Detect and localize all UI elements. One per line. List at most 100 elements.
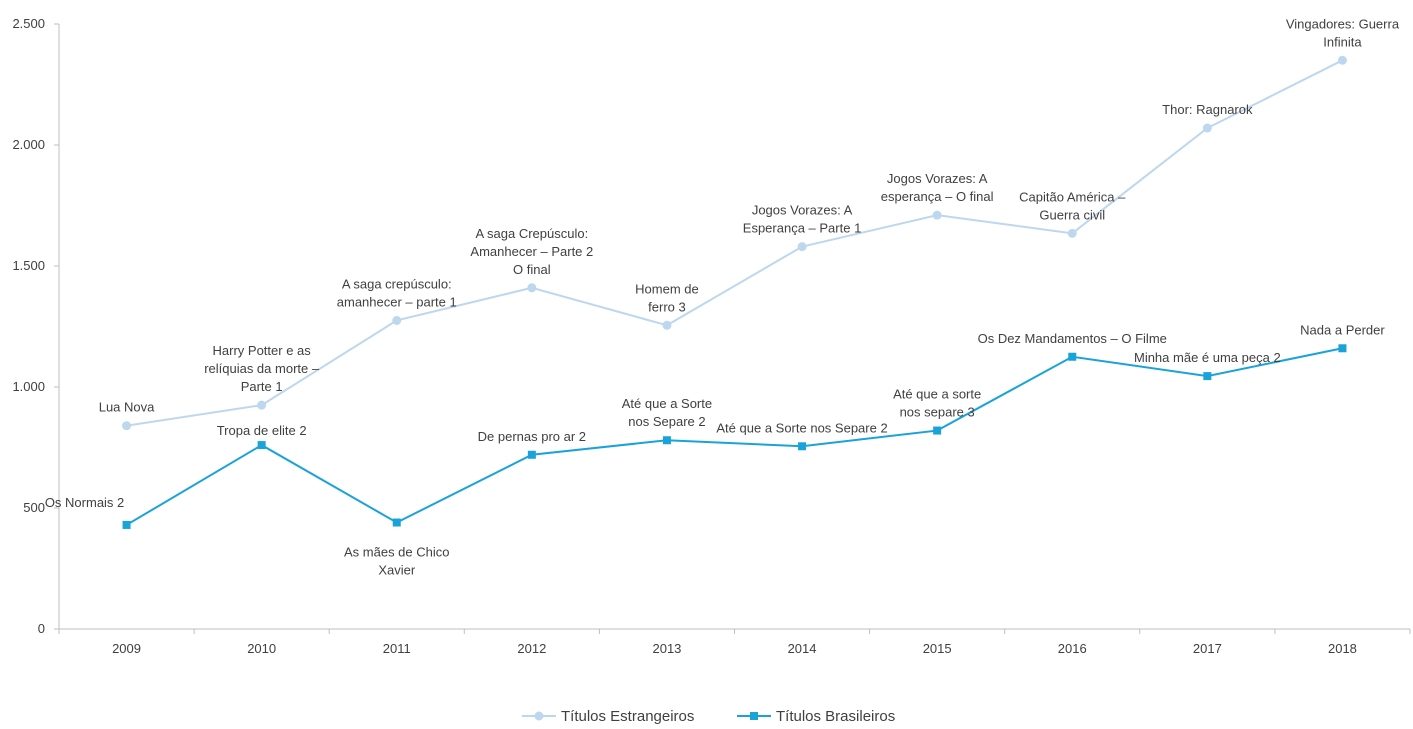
data-labels-layer: Lua Nova Harry Potter e as relíquias da mo… xyxy=(45,16,1400,577)
series-line xyxy=(126,59,1343,427)
axes-layer: 0 500 1.000 1.500 2.000 2.500 2009 2010 2011 2012… xyxy=(12,16,1411,656)
data-label: Jogos Vorazes: A Esperança – Parte 1 xyxy=(743,203,862,236)
data-point xyxy=(798,442,807,451)
x-tick-label: 2012 xyxy=(517,641,546,656)
data-label-line: Até que a Sorte xyxy=(622,396,712,411)
data-label: Nada a Perder xyxy=(1300,322,1385,337)
data-label-line: Guerra civil xyxy=(1039,207,1105,222)
data-label-line: Homem de xyxy=(635,281,699,296)
data-label: Minha mãe é uma peça 2 xyxy=(1134,350,1281,365)
data-label: De pernas pro ar 2 xyxy=(478,429,586,444)
x-tick-label: 2016 xyxy=(1058,641,1087,656)
data-label-line: Lua Nova xyxy=(99,400,155,415)
data-point xyxy=(392,315,402,325)
data-label: Capitão América – Guerra civil xyxy=(1019,189,1126,222)
y-tick-label: 500 xyxy=(23,500,45,515)
data-point xyxy=(527,283,537,293)
legend: Títulos Estrangeiros Títulos Brasileiros xyxy=(522,708,895,725)
data-label-line: Amanhecer – Parte 2 xyxy=(470,244,593,259)
data-label-line: Harry Potter e as xyxy=(213,343,312,358)
x-tick-label: 2017 xyxy=(1193,641,1222,656)
data-label-line: ferro 3 xyxy=(648,299,686,314)
data-label: Até que a Sorte nos Separe 2 xyxy=(716,420,887,435)
y-tick-label: 2.000 xyxy=(12,137,45,152)
series-layer xyxy=(122,55,1347,529)
legend-marker xyxy=(750,712,758,720)
data-point xyxy=(122,421,132,431)
data-label-line: Jogos Vorazes: A xyxy=(887,171,988,186)
data-label-line: Parte 1 xyxy=(241,379,283,394)
legend-marker xyxy=(534,711,544,721)
data-point xyxy=(527,450,536,459)
data-label-line: Os Dez Mandamentos – O Filme xyxy=(978,331,1167,346)
x-tick-label: 2013 xyxy=(652,641,681,656)
data-label-line: As mães de Chico xyxy=(344,545,450,560)
data-label: Vingadores: Guerra Infinita xyxy=(1286,16,1400,49)
data-point xyxy=(662,320,672,330)
data-label-line: A saga crepúsculo: xyxy=(342,276,452,291)
data-label-line: Capitão América – xyxy=(1019,189,1126,204)
x-tick-label: 2011 xyxy=(383,641,411,656)
data-label: Homem de ferro 3 xyxy=(635,281,699,314)
data-label: Os Dez Mandamentos – O Filme xyxy=(978,331,1167,346)
legend-label: Títulos Brasileiros xyxy=(776,708,895,724)
data-label: Até que a sorte nos separe 3 xyxy=(893,387,981,420)
data-label-line: Infinita xyxy=(1323,34,1362,49)
data-label: As mães de Chico Xavier xyxy=(344,545,450,578)
data-label-line: Minha mãe é uma peça 2 xyxy=(1134,350,1281,365)
data-label: A saga crepúsculo: amanhecer – parte 1 xyxy=(337,276,457,309)
data-label-line: Até que a sorte xyxy=(893,387,981,402)
legend-item: Títulos Brasileiros xyxy=(737,708,895,725)
data-point xyxy=(933,426,942,435)
data-label-line: Nada a Perder xyxy=(1300,322,1385,337)
data-label-line: relíquias da morte – xyxy=(204,361,320,376)
data-label-line: nos Separe 2 xyxy=(628,414,705,429)
series-line xyxy=(126,347,1343,526)
data-point xyxy=(1337,55,1347,65)
data-point xyxy=(257,400,267,410)
x-tick-label: 2014 xyxy=(788,641,817,656)
data-label-line: De pernas pro ar 2 xyxy=(478,429,586,444)
y-tick-label: 0 xyxy=(38,621,45,636)
data-label-line: amanhecer – parte 1 xyxy=(337,294,457,309)
data-label-line: A saga Crepúsculo: xyxy=(475,226,588,241)
data-label-line: O final xyxy=(513,262,551,277)
data-label: A saga Crepúsculo: Amanhecer – Parte 2 O f… xyxy=(470,226,593,277)
y-tick-label: 1.500 xyxy=(12,258,45,273)
data-label: Até que a Sorte nos Separe 2 xyxy=(622,396,712,429)
data-point xyxy=(1203,372,1212,381)
data-label-line: Xavier xyxy=(378,563,416,578)
x-tick-label: 2009 xyxy=(112,641,141,656)
data-point xyxy=(1202,123,1212,133)
y-tick-label: 2.500 xyxy=(12,16,45,31)
x-tick-label: 2015 xyxy=(923,641,952,656)
legend-item: Títulos Estrangeiros xyxy=(522,708,694,725)
data-label: Tropa de elite 2 xyxy=(217,423,307,438)
data-label: Harry Potter e as relíquias da morte – Par… xyxy=(204,343,320,394)
data-label-line: Vingadores: Guerra xyxy=(1286,16,1400,31)
data-point xyxy=(932,210,942,220)
data-point xyxy=(1067,228,1077,238)
data-point xyxy=(1068,352,1077,361)
data-point xyxy=(1338,344,1347,353)
data-point xyxy=(257,441,266,450)
x-tick-label: 2018 xyxy=(1328,641,1357,656)
data-label: Jogos Vorazes: A esperança – O final xyxy=(881,171,994,204)
data-label-line: nos separe 3 xyxy=(900,405,975,420)
data-point xyxy=(122,520,131,529)
data-label-line: Tropa de elite 2 xyxy=(217,423,307,438)
x-tick-label: 2010 xyxy=(247,641,276,656)
data-label-line: Esperança – Parte 1 xyxy=(743,221,862,236)
data-label-line: esperança – O final xyxy=(881,189,994,204)
legend-label: Títulos Estrangeiros xyxy=(561,708,694,724)
data-point xyxy=(662,436,671,445)
data-label-line: Os Normais 2 xyxy=(45,495,124,510)
data-label: Thor: Ragnarok xyxy=(1162,102,1253,117)
data-point xyxy=(392,518,401,527)
data-point xyxy=(797,242,807,252)
data-label: Os Normais 2 xyxy=(45,495,124,510)
data-label-line: Thor: Ragnarok xyxy=(1162,102,1253,117)
data-label-line: Até que a Sorte nos Separe 2 xyxy=(716,420,887,435)
